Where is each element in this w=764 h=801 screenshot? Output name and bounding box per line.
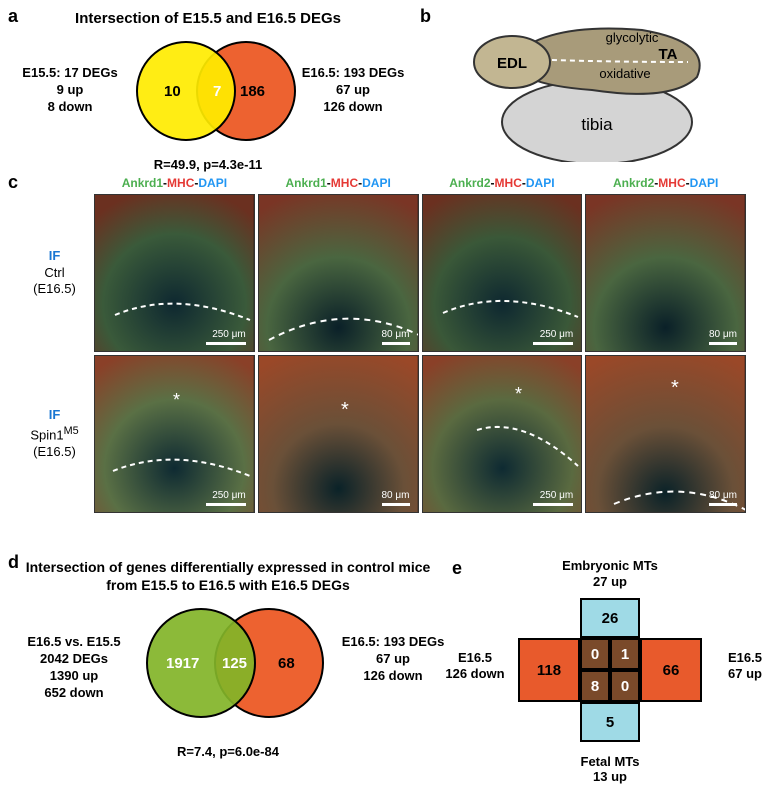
micro-ctrl-2: 250 μm xyxy=(422,194,583,352)
right-down-a: 126 down xyxy=(288,99,418,116)
micro-row-spin1: IF Spin1M5 (E16.5) * 250 μm * 80 μm * 25… xyxy=(18,355,746,513)
micro-ctrl-3: 80 μm xyxy=(585,194,746,352)
venn-d-rightnum: 68 xyxy=(278,655,295,672)
panel-b-label: b xyxy=(420,6,431,27)
scale-2: 250 μm xyxy=(533,329,573,345)
panel-a-stats: R=49.9, p=4.3e-11 xyxy=(18,157,398,172)
box-right: 66 xyxy=(640,638,702,702)
micro-spin-1: * 80 μm xyxy=(258,355,419,513)
e-right-title: E16.567 up xyxy=(705,650,764,681)
hdr-2: Ankrd2-MHC-DAPI xyxy=(422,176,583,190)
hdr-3: Ankrd2-MHC-DAPI xyxy=(585,176,746,190)
micro-ctrl-1: 80 μm xyxy=(258,194,419,352)
micro-header-row: Ankrd1-MHC-DAPI Ankrd1-MHC-DAPI Ankrd2-M… xyxy=(94,176,746,190)
micro-row-ctrl: IF Ctrl (E16.5) 250 μm 80 μm 250 μm 80 μ… xyxy=(18,194,746,352)
panel-b: tibia EDL glycolytic TA oxidative xyxy=(432,12,752,157)
left-up-d: 1390 up xyxy=(10,668,138,685)
ta-label: TA xyxy=(659,46,678,63)
svg-text:*: * xyxy=(341,399,349,421)
scale-0: 250 μm xyxy=(206,329,246,345)
right-up-a: 67 up xyxy=(288,82,418,99)
venn-a-left-text: E15.5: 17 DEGs 9 up 8 down xyxy=(10,65,130,116)
box-bl: 8 xyxy=(580,670,610,702)
micro-spin-3: * 80 μm xyxy=(585,355,746,513)
venn-a: E15.5: 17 DEGs 9 up 8 down 10 7 186 E16.… xyxy=(18,35,398,155)
box-tr: 1 xyxy=(610,638,640,670)
e-top-title: Embryonic MTs27 up xyxy=(560,558,660,589)
scale-1: 80 μm xyxy=(382,329,410,345)
panel-a: Intersection of E15.5 and E16.5 DEGs E15… xyxy=(18,10,398,172)
panel-c-label: c xyxy=(8,172,18,193)
microscopy-grid: IF Ctrl (E16.5) 250 μm 80 μm 250 μm 80 μ… xyxy=(18,194,746,513)
hdr-0: Ankrd1-MHC-DAPI xyxy=(94,176,255,190)
panel-a-label: a xyxy=(8,6,18,27)
left-heading-d: E16.5 vs. E15.5 xyxy=(10,634,138,651)
panel-c: Ankrd1-MHC-DAPI Ankrd1-MHC-DAPI Ankrd2-M… xyxy=(18,176,746,513)
if-0: IF xyxy=(18,248,91,265)
if-1: IF xyxy=(18,407,91,424)
oxidative-label: oxidative xyxy=(599,66,650,81)
left-heading-a: E15.5: 17 DEGs xyxy=(10,65,130,82)
venn-a-right-text: E16.5: 193 DEGs 67 up 126 down xyxy=(288,65,418,116)
rs-1: (E16.5) xyxy=(18,444,91,461)
box-top: 26 xyxy=(580,598,640,638)
micro-ctrl-0: 250 μm xyxy=(94,194,255,352)
right-heading-d: E16.5: 193 DEGs xyxy=(328,634,458,651)
tibia-label: tibia xyxy=(581,115,613,134)
rn-1: Spin1M5 xyxy=(18,424,91,444)
row-label-ctrl: IF Ctrl (E16.5) xyxy=(18,248,91,299)
scale-7: 80 μm xyxy=(709,490,737,506)
scale-4: 250 μm xyxy=(206,490,246,506)
box-left: 118 xyxy=(518,638,580,702)
venn-a-leftnum: 10 xyxy=(164,83,181,100)
right-heading-a: E16.5: 193 DEGs xyxy=(288,65,418,82)
glycolytic-label: glycolytic xyxy=(606,30,659,45)
micro-spin-0: * 250 μm xyxy=(94,355,255,513)
svg-text:*: * xyxy=(173,390,180,410)
left-down-d: 652 down xyxy=(10,685,138,702)
venn-d-leftnum: 1917 xyxy=(166,655,199,672)
box-br: 0 xyxy=(610,670,640,702)
scale-3: 80 μm xyxy=(709,329,737,345)
e-bottom-title: Fetal MTs13 up xyxy=(560,754,660,785)
panel-d: Intersection of genes differentially exp… xyxy=(18,558,438,759)
panel-d-stats: R=7.4, p=6.0e-84 xyxy=(18,744,438,759)
anatomy-diagram: tibia EDL glycolytic TA oxidative xyxy=(442,12,742,157)
left-down-a: 8 down xyxy=(10,99,130,116)
e-left-title: E16.5126 down xyxy=(435,650,515,681)
venn-d: E16.5 vs. E15.5 2042 DEGs 1390 up 652 do… xyxy=(18,602,438,742)
svg-text:*: * xyxy=(515,384,522,404)
panel-d-title: Intersection of genes differentially exp… xyxy=(18,558,438,594)
panel-a-title: Intersection of E15.5 and E16.5 DEGs xyxy=(18,10,398,27)
venn-a-midnum: 7 xyxy=(213,83,221,100)
box-bottom: 5 xyxy=(580,702,640,742)
cross-diagram: Embryonic MTs27 up Fetal MTs13 up E16.51… xyxy=(490,570,730,770)
venn-d-left-text: E16.5 vs. E15.5 2042 DEGs 1390 up 652 do… xyxy=(10,634,138,702)
hdr-1: Ankrd1-MHC-DAPI xyxy=(258,176,419,190)
left-up-a: 9 up xyxy=(10,82,130,99)
panel-e-label: e xyxy=(452,558,462,579)
venn-a-rightnum: 186 xyxy=(240,83,265,100)
box-tl: 0 xyxy=(580,638,610,670)
scale-5: 80 μm xyxy=(382,490,410,506)
rs-0: (E16.5) xyxy=(18,281,91,298)
row-label-spin1: IF Spin1M5 (E16.5) xyxy=(18,407,91,461)
venn-d-midnum: 125 xyxy=(222,655,247,672)
micro-spin-2: * 250 μm xyxy=(422,355,583,513)
svg-text:*: * xyxy=(671,377,679,399)
left-count-d: 2042 DEGs xyxy=(10,651,138,668)
scale-6: 250 μm xyxy=(533,490,573,506)
rn-0: Ctrl xyxy=(18,265,91,282)
panel-e: Embryonic MTs27 up Fetal MTs13 up E16.51… xyxy=(470,570,750,770)
edl-label: EDL xyxy=(497,55,527,72)
